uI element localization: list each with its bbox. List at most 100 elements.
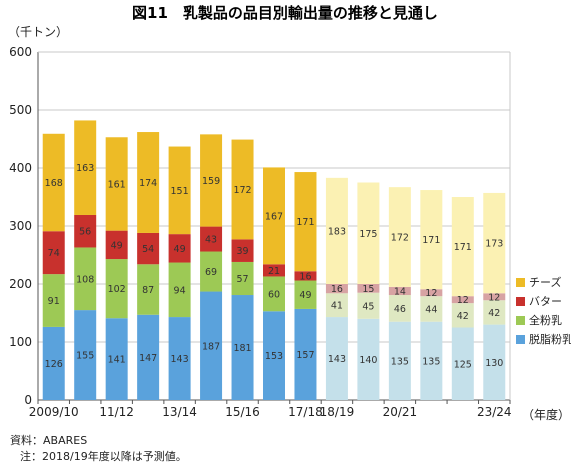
bar-segment [137,132,160,233]
bar-segment [231,239,254,262]
data-label: 171 [422,235,440,246]
bar-segment [451,197,474,297]
legend-swatch [516,297,525,306]
y-tick-label: 600 [9,45,32,59]
data-label: 94 [174,285,186,296]
data-label: 87 [142,285,154,296]
x-tick-label: 15/16 [225,405,260,419]
data-label: 42 [457,311,469,322]
data-label: 44 [425,304,437,315]
legend-label: 脱脂粉乳 [529,332,571,346]
bar-segment [105,230,128,260]
bar-segment [137,264,160,315]
data-label: 172 [391,233,409,244]
data-label: 12 [488,292,500,303]
bar-segment [105,259,128,319]
legend-label: バター [529,295,562,308]
bar-segment [137,314,160,400]
data-label: 102 [108,284,126,295]
y-tick-label: 200 [9,277,32,291]
bars-group [42,120,506,400]
y-tick-label: 0 [24,393,32,407]
data-label: 167 [265,211,283,222]
bar-segment [168,317,191,400]
data-label: 46 [394,304,406,315]
bar-segment [105,137,128,231]
x-tick-label: 18/19 [320,405,355,419]
y-tick-label: 100 [9,335,32,349]
data-label: 171 [454,242,472,253]
data-label: 168 [45,178,63,189]
bar-segment [388,187,411,287]
y-tick-label: 300 [9,219,32,233]
bar-segment [325,293,348,318]
bar-segment [357,318,380,400]
y-tick-label: 400 [9,161,32,175]
bar-segment [451,327,474,400]
bar-segment [388,295,411,322]
data-label: 172 [233,185,251,196]
data-label: 39 [236,246,248,257]
data-label: 57 [236,274,248,285]
data-label: 174 [139,178,157,189]
data-label: 126 [45,359,63,370]
bar-segment [357,182,380,284]
bar-segment [42,231,65,275]
data-label: 43 [205,235,217,246]
bar-segment [294,271,317,281]
data-labels-group: 1269174168155108561631411024916114787541… [45,163,504,370]
bar-segment [200,134,223,227]
data-label: 108 [76,274,94,285]
data-label: 16 [331,284,343,295]
data-label: 42 [488,308,500,319]
y-axis-label: （千トン） [8,25,68,39]
data-label: 163 [76,163,94,174]
bar-segment [42,326,65,400]
x-tick-label: 17/18 [288,405,323,419]
bar-segment [325,317,348,400]
data-label: 187 [202,341,220,352]
data-label: 147 [139,353,157,364]
bar-segment [168,146,191,235]
data-label: 49 [174,244,186,255]
bar-segment [388,286,411,296]
bar-segment [74,247,97,311]
legend-swatch [516,335,525,344]
legend-label: 全粉乳 [529,313,562,327]
x-tick-label: 23/24 [477,405,512,419]
y-tick-label: 500 [9,103,32,117]
chart-title: 図11 乳製品の品目別輸出量の推移と見通し [132,4,438,22]
data-label: 161 [108,179,126,190]
legend-label: チーズ [529,275,561,289]
legend-swatch [516,316,525,325]
data-label: 54 [142,244,154,255]
x-tick-label: 2009/10 [29,405,79,419]
bar-segment [42,274,65,327]
y-tick-labels: 0 100 200 300 400 500 600 [9,45,32,407]
bar-segment [294,172,317,272]
data-label: 12 [425,288,437,299]
data-label: 159 [202,176,220,187]
data-label: 141 [108,355,126,366]
data-label: 183 [328,226,346,237]
bar-segment [42,133,65,232]
data-label: 14 [394,286,406,297]
bar-segment [263,264,285,277]
bar-segment [137,232,160,265]
data-label: 12 [457,295,469,306]
data-label: 181 [233,343,251,354]
data-label: 157 [296,350,314,361]
bar-segment [483,293,506,301]
x-axis-label: （年度） [522,407,570,422]
source-note: 資料：ABARES [10,434,88,447]
bar-segment [263,167,285,265]
x-tick-label: 20/21 [383,405,418,419]
data-label: 56 [79,227,91,238]
bar-segment [74,310,97,400]
data-label: 151 [171,186,189,197]
bar-segment [325,177,348,284]
forecast-note: 注：2018/19年度以降は予測値。 [20,450,187,463]
bar-segment [451,296,474,304]
